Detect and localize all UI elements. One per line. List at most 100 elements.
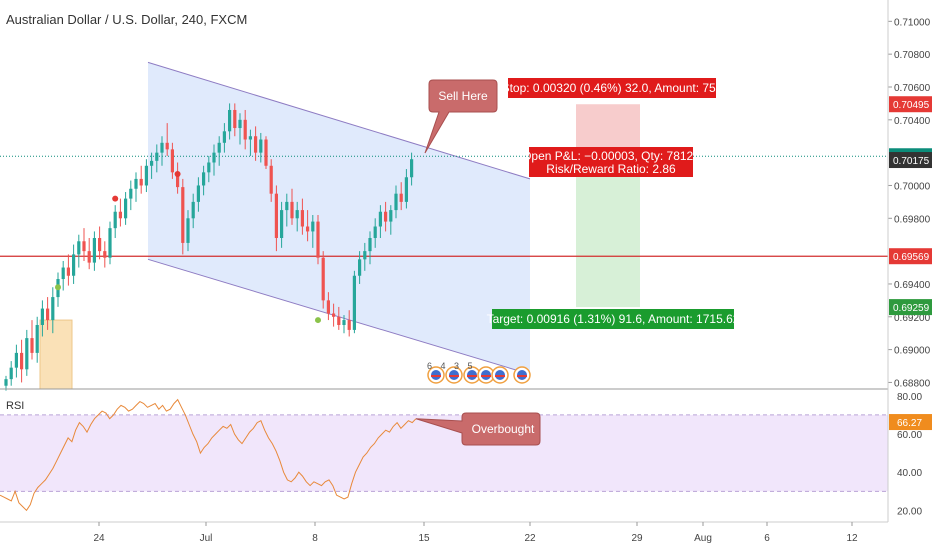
time-tick-label: 22	[524, 533, 536, 544]
price-label-box	[889, 152, 932, 169]
candle-body	[144, 165, 148, 186]
time-tick-label: 12	[846, 533, 858, 544]
candle-body	[191, 201, 195, 219]
candle-body	[77, 241, 81, 255]
candle-body	[368, 237, 372, 252]
time-tick-label: 8	[312, 533, 318, 544]
price-tick-label: 0.71000	[894, 17, 931, 28]
candle-body	[186, 218, 190, 243]
event-marker[interactable]	[513, 366, 531, 384]
sell-callout-bubble	[424, 79, 498, 154]
event-marker[interactable]	[477, 366, 495, 384]
candle-body	[254, 136, 258, 153]
candle-body	[66, 267, 70, 276]
candle-body	[108, 228, 112, 258]
candle-body	[311, 221, 315, 232]
event-marker[interactable]	[463, 366, 481, 384]
price-tick-label: 0.69200	[894, 313, 931, 324]
candle-body	[394, 193, 398, 211]
candle-body	[300, 210, 304, 227]
overbought-callout-text: Overbought	[472, 422, 535, 436]
candles-group	[4, 103, 414, 391]
candle-body	[295, 210, 299, 219]
stop-label-text: Stop: 0.00320 (0.46%) 32.0, Amount: 750	[502, 81, 723, 95]
sell-callout[interactable]: Sell Here	[424, 79, 498, 154]
rsi-label: RSI	[6, 400, 24, 412]
overbought-callout[interactable]: Overbought	[415, 412, 541, 446]
candle-body	[212, 152, 216, 163]
rsi-value-box	[889, 414, 932, 431]
time-tick-label: 24	[93, 533, 105, 544]
signal-dots	[55, 170, 321, 324]
rsi-line	[0, 398, 417, 512]
price-label-box	[889, 248, 932, 265]
candle-body	[285, 201, 289, 211]
rsi-pane: RSI Overbought	[0, 398, 888, 512]
candle-body	[373, 226, 377, 238]
event-markers	[427, 366, 531, 384]
pnl-text: Open P&L: −0.00003, Qty: 78125	[522, 149, 700, 163]
candle-body	[40, 308, 44, 325]
candle-body	[139, 178, 143, 186]
candle-body	[160, 142, 164, 153]
price-label-box	[889, 299, 932, 316]
candle-body	[259, 139, 263, 153]
price-tick-label: 0.70600	[894, 83, 931, 94]
stop-label: Stop: 0.00320 (0.46%) 32.0, Amount: 750	[502, 78, 723, 98]
candle-body	[181, 187, 185, 243]
flag-stripe	[467, 375, 477, 377]
candle-body	[306, 226, 310, 232]
candle-body	[170, 149, 174, 173]
price-axis[interactable]: 0.71000 0.70800 0.70600 0.70400 0.70000 0.698…	[888, 17, 931, 389]
candle-body	[337, 316, 341, 325]
candle-body	[72, 254, 76, 276]
price-tick-label: 0.69400	[894, 280, 931, 291]
stop-label-box	[508, 78, 716, 98]
flag-stripe	[449, 375, 459, 377]
candle-body	[290, 201, 294, 219]
candle-body	[217, 142, 221, 153]
candle-body	[228, 109, 232, 132]
event-marker[interactable]	[491, 366, 509, 384]
candle-body	[280, 210, 284, 238]
candle-body	[20, 352, 24, 370]
candle-body	[4, 379, 8, 386]
candle-body	[399, 193, 403, 202]
price-label-text: 0.69569	[893, 252, 930, 263]
event-marker-text: 6 4 3 5	[427, 361, 476, 371]
candle-body	[129, 188, 133, 199]
candle-body	[238, 119, 242, 129]
candle-body	[202, 172, 206, 186]
time-axis[interactable]: 24 Jul 8 15 22 29 Aug 6 12	[93, 522, 858, 544]
candle-body	[358, 259, 362, 276]
signal-dot	[174, 170, 181, 177]
time-tick-label: Jul	[200, 533, 213, 544]
rsi-axis[interactable]: 80.00 60.00 40.00 20.00 66.27	[889, 392, 932, 518]
event-marker[interactable]	[445, 366, 463, 384]
rsi-tick-label: 40.00	[897, 468, 922, 479]
candle-body	[326, 300, 330, 314]
candle-body	[134, 178, 138, 189]
target-label-box	[492, 309, 734, 329]
candle-body	[269, 165, 273, 194]
candle-body	[165, 142, 169, 150]
candle-body	[51, 297, 55, 321]
time-tick-label: 29	[631, 533, 643, 544]
time-tick-label: Aug	[694, 533, 712, 544]
price-label-text: 0.69259	[893, 303, 930, 314]
target-label: Target: 0.00916 (1.31%) 91.6, Amount: 17…	[487, 309, 740, 329]
candle-body	[248, 136, 252, 140]
risk-reward-text: Risk/Reward Ratio: 2.86	[546, 162, 676, 176]
candle-body	[61, 267, 65, 280]
price-tick-label: 0.70400	[894, 116, 931, 127]
flag-stripe	[431, 375, 441, 377]
price-label-box	[889, 96, 932, 113]
price-label-text: 0.70175	[893, 156, 930, 167]
candle-body	[176, 172, 180, 188]
candle-body	[321, 257, 325, 301]
candle-body	[113, 211, 117, 229]
candle-body	[103, 251, 107, 258]
event-marker[interactable]	[427, 366, 445, 384]
overbought-callout-bubble	[415, 412, 541, 446]
